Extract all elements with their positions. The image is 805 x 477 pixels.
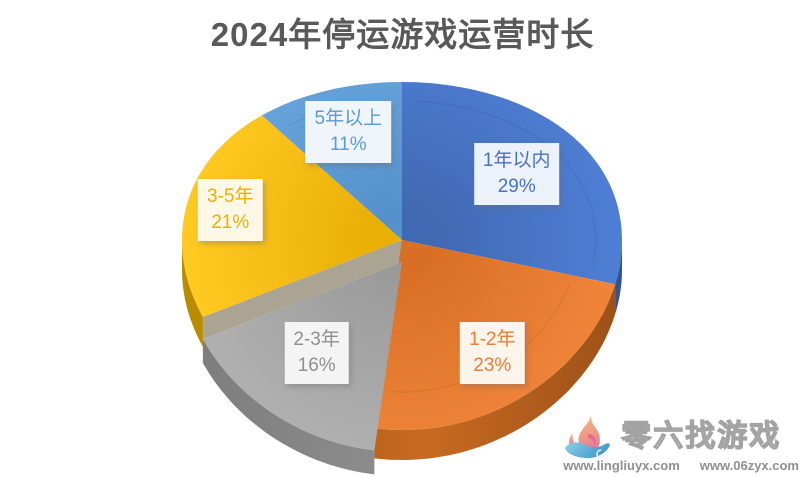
pie-label-percent: 21%: [211, 212, 250, 234]
pie-label-percent: 11%: [330, 134, 367, 156]
watermark-url-1: www.lingliuyx.com: [563, 458, 680, 473]
watermark-brand-text: 零六找游戏: [621, 419, 782, 453]
pie-label-category: 5年以上: [314, 108, 383, 130]
logo-wave: [565, 442, 611, 459]
chart-title: 2024年停运游戏运营时长: [210, 16, 595, 53]
pie-yellow-cut-face: [202, 240, 402, 339]
pie-label-0: 1年以内 29%: [473, 142, 560, 205]
pie-slice-rim-1: [374, 284, 616, 460]
pie-label-percent: 29%: [497, 175, 536, 197]
pie-label-4: 5年以上 11%: [305, 101, 392, 164]
pie-label-category: 1-2年: [469, 329, 516, 351]
pie-label-percent: 16%: [297, 355, 336, 377]
watermark-logo-icon: [565, 415, 611, 459]
pie-label-category: 2-3年: [293, 329, 340, 351]
pie-label-percent: 23%: [473, 355, 512, 377]
watermark-url-2: www.06zyx.com: [699, 458, 799, 473]
pie-slice-rim-2: [202, 339, 375, 475]
pie-label-3: 3-5年 21%: [198, 179, 263, 242]
pie-label-1: 1-2年 23%: [460, 322, 525, 385]
logo-flame-spiral: [583, 433, 596, 450]
watermark-row: 零六找游戏: [561, 414, 781, 460]
watermark: 零六找游戏 www.lingliuyx.com www.06zyx.com: [561, 414, 799, 473]
pie-label-category: 1年以内: [482, 149, 551, 171]
pie-slice-rim-3: [182, 240, 203, 347]
pie-label-category: 3-5年: [207, 186, 254, 208]
pie-slice-top-3: [182, 115, 402, 318]
pie-label-2: 2-3年 16%: [284, 322, 349, 385]
watermark-urls: www.lingliuyx.com www.06zyx.com: [561, 458, 799, 473]
logo-wave-spiral: [596, 449, 607, 459]
pie-slice-rim-0: [615, 240, 622, 315]
